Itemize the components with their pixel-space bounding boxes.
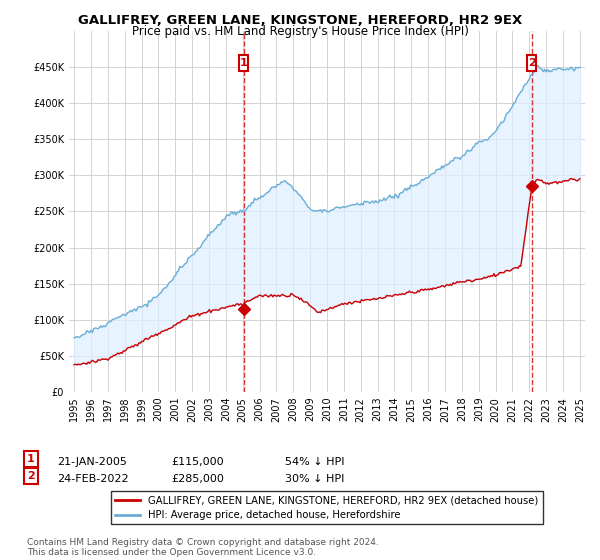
Text: £115,000: £115,000	[171, 457, 224, 467]
Text: Contains HM Land Registry data © Crown copyright and database right 2024.
This d: Contains HM Land Registry data © Crown c…	[27, 538, 379, 557]
Text: £285,000: £285,000	[171, 474, 224, 484]
Text: 30% ↓ HPI: 30% ↓ HPI	[285, 474, 344, 484]
Text: Price paid vs. HM Land Registry's House Price Index (HPI): Price paid vs. HM Land Registry's House …	[131, 25, 469, 38]
Text: 2: 2	[27, 471, 35, 481]
FancyBboxPatch shape	[239, 55, 248, 71]
Text: 1: 1	[239, 58, 247, 68]
Text: 21-JAN-2005: 21-JAN-2005	[57, 457, 127, 467]
Text: 54% ↓ HPI: 54% ↓ HPI	[285, 457, 344, 467]
Text: 1: 1	[27, 454, 35, 464]
Legend: GALLIFREY, GREEN LANE, KINGSTONE, HEREFORD, HR2 9EX (detached house), HPI: Avera: GALLIFREY, GREEN LANE, KINGSTONE, HEREFO…	[112, 491, 542, 524]
FancyBboxPatch shape	[527, 55, 536, 71]
Text: 2: 2	[527, 58, 535, 68]
Text: 24-FEB-2022: 24-FEB-2022	[57, 474, 128, 484]
Text: GALLIFREY, GREEN LANE, KINGSTONE, HEREFORD, HR2 9EX: GALLIFREY, GREEN LANE, KINGSTONE, HEREFO…	[78, 14, 522, 27]
